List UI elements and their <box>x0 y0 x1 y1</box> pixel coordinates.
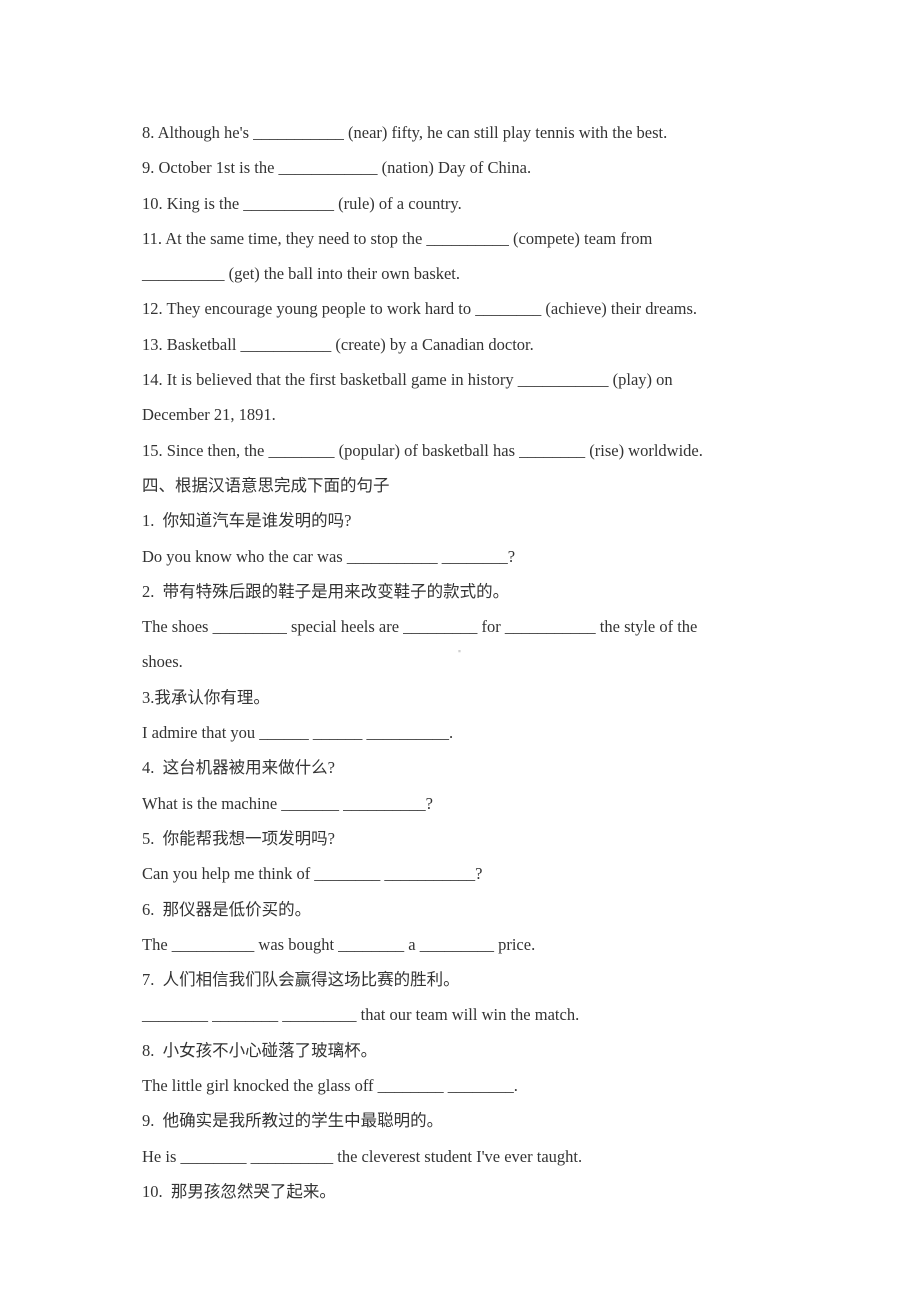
text-line: I admire that you ______ ______ ________… <box>142 715 790 750</box>
text-line: December 21, 1891. <box>142 397 790 432</box>
text-line: 8. Although he's ___________ (near) fift… <box>142 115 790 150</box>
text-line: 15. Since then, the ________ (popular) o… <box>142 433 790 468</box>
text-line: 2. 带有特殊后跟的鞋子是用来改变鞋子的款式的。 <box>142 574 790 609</box>
text-line: 3.我承认你有理。 <box>142 680 790 715</box>
text-line: 14. It is believed that the first basket… <box>142 362 790 397</box>
text-line: 4. 这台机器被用来做什么? <box>142 750 790 785</box>
document-page: ▪ 8. Although he's ___________ (near) fi… <box>0 0 920 1302</box>
text-line: 5. 你能帮我想一项发明吗? <box>142 821 790 856</box>
text-line: The little girl knocked the glass off __… <box>142 1068 790 1103</box>
text-line: He is ________ __________ the cleverest … <box>142 1139 790 1174</box>
text-line: 10. 那男孩忽然哭了起来。 <box>142 1174 790 1209</box>
text-line: 10. King is the ___________ (rule) of a … <box>142 186 790 221</box>
section-heading: 四、根据汉语意思完成下面的句子 <box>142 468 790 503</box>
text-line: The shoes _________ special heels are __… <box>142 609 790 644</box>
text-line: 12. They encourage young people to work … <box>142 291 790 326</box>
text-line: Do you know who the car was ___________ … <box>142 539 790 574</box>
text-line: shoes. <box>142 644 790 679</box>
text-line: Can you help me think of ________ ______… <box>142 856 790 891</box>
text-line: ________ ________ _________ that our tea… <box>142 997 790 1032</box>
text-line: __________ (get) the ball into their own… <box>142 256 790 291</box>
text-line: 13. Basketball ___________ (create) by a… <box>142 327 790 362</box>
text-line: 8. 小女孩不小心碰落了玻璃杯。 <box>142 1033 790 1068</box>
text-line: 11. At the same time, they need to stop … <box>142 221 790 256</box>
text-line: 1. 你知道汽车是谁发明的吗? <box>142 503 790 538</box>
text-line: 6. 那仪器是低价买的。 <box>142 892 790 927</box>
text-line: 9. 他确实是我所教过的学生中最聪明的。 <box>142 1103 790 1138</box>
text-line: 7. 人们相信我们队会赢得这场比赛的胜利。 <box>142 962 790 997</box>
text-line: The __________ was bought ________ a ___… <box>142 927 790 962</box>
text-line: What is the machine _______ __________? <box>142 786 790 821</box>
text-line: 9. October 1st is the ____________ (nati… <box>142 150 790 185</box>
